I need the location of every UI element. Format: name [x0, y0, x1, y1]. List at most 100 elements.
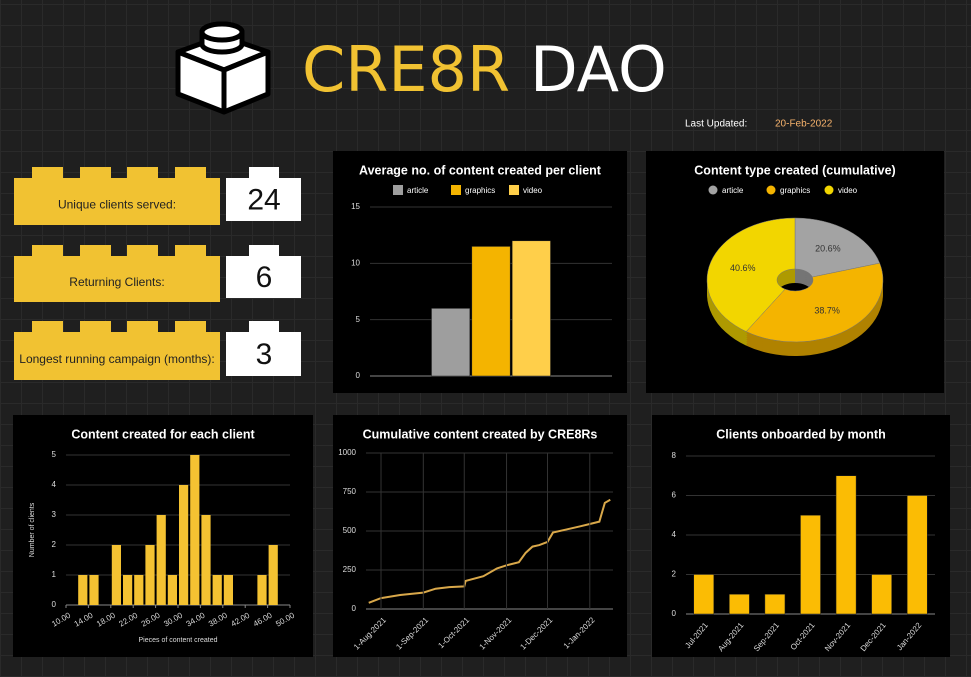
histogram-bar	[257, 575, 267, 605]
histogram-bar	[123, 575, 133, 605]
legend-swatch	[708, 185, 718, 195]
y-tick-label: 2	[52, 540, 57, 549]
y-tick-label: 8	[672, 451, 677, 460]
histogram-bar	[167, 575, 177, 605]
pie-slice	[794, 217, 881, 278]
brick-stud	[80, 167, 111, 179]
histogram-bar	[145, 545, 155, 605]
brick-stud	[32, 245, 63, 257]
y-tick-label: 2	[672, 570, 677, 579]
brick-stud	[175, 321, 206, 333]
legend-swatch	[451, 185, 461, 195]
title-part2: DAO	[530, 33, 667, 106]
y-tick-label: 0	[52, 600, 57, 609]
chart-title: Content type created (cumulative)	[694, 163, 895, 177]
y-tick-label: 500	[343, 526, 357, 535]
bar	[800, 515, 821, 615]
legend-swatch	[766, 185, 776, 195]
y-tick-label: 250	[343, 565, 357, 574]
bar	[906, 495, 928, 615]
value-box	[226, 178, 301, 221]
updated-date: 20-Feb-2022	[775, 119, 833, 130]
histogram-bar	[223, 575, 233, 605]
stat-value: 3	[256, 338, 273, 371]
legend-label: video	[838, 186, 858, 195]
legend-label: graphics	[465, 186, 495, 195]
brick	[14, 332, 220, 380]
y-tick-label: 4	[52, 480, 57, 489]
legend-swatch	[509, 185, 519, 195]
chart-title: Average no. of content created per clien…	[359, 163, 602, 177]
line	[368, 498, 611, 604]
legend-label: graphics	[780, 186, 810, 195]
stat-value: 6	[256, 261, 273, 294]
data-label: 20.6%	[815, 244, 841, 254]
y-tick-label: 0	[672, 609, 677, 618]
stat-label: Unique clients served:	[58, 198, 176, 212]
histogram-bar	[201, 515, 211, 605]
brick-stud	[127, 321, 158, 333]
histogram-bar	[190, 455, 200, 605]
stat-label: Longest running campaign (months):	[19, 352, 214, 366]
bar	[511, 240, 551, 377]
brick	[14, 256, 220, 302]
chart-title: Clients onboarded by month	[716, 427, 885, 441]
brick-stud	[80, 321, 111, 333]
stat-label: Returning Clients:	[69, 275, 164, 289]
legend-swatch	[824, 185, 834, 195]
updated-label: Last Updated:	[685, 119, 747, 130]
value-stud	[249, 245, 279, 257]
bar	[835, 475, 857, 615]
legend-label: article	[407, 186, 429, 195]
data-label: 38.7%	[814, 305, 840, 315]
y-tick-label: 5	[52, 450, 57, 459]
bar	[431, 308, 471, 377]
bar	[693, 574, 715, 615]
pie-slice	[745, 262, 884, 343]
logo	[175, 21, 271, 115]
y-tick-label: 1	[52, 570, 57, 579]
brick-stud	[80, 245, 111, 257]
data-label: 40.6%	[730, 263, 756, 273]
y-tick-label: 6	[672, 491, 677, 500]
chart-panel	[333, 415, 627, 657]
histogram-bar	[212, 575, 222, 605]
value-box	[226, 256, 301, 298]
brick-stud	[175, 167, 206, 179]
legend-swatch	[393, 185, 403, 195]
y-tick-label: 4	[672, 530, 677, 539]
y-tick-label: 0	[352, 604, 357, 613]
value-stud	[249, 167, 279, 179]
bar	[764, 594, 786, 615]
histogram-bar	[179, 485, 189, 605]
histogram-bar	[78, 575, 88, 605]
brick-stud	[127, 245, 158, 257]
brick	[14, 178, 220, 225]
y-tick-label: 750	[343, 487, 357, 496]
brick-stud	[175, 245, 206, 257]
title-part1: CRE8R	[302, 33, 510, 106]
y-tick-label: 5	[356, 315, 361, 324]
y-tick-label: 10	[351, 258, 360, 267]
y-tick-label: 1000	[338, 448, 356, 457]
stat-value: 24	[247, 183, 280, 216]
y-axis-label: Number of clients	[29, 502, 36, 557]
value-box	[226, 332, 301, 376]
y-tick-label: 0	[356, 371, 361, 380]
histogram-bar	[156, 515, 166, 605]
legend-label: article	[722, 186, 744, 195]
histogram-bar	[134, 575, 144, 605]
pie-slice	[706, 217, 796, 332]
histogram-bar	[111, 545, 121, 605]
bar	[729, 594, 750, 615]
brick-stud	[32, 167, 63, 179]
legend-label: video	[523, 186, 543, 195]
histogram-bar	[89, 575, 99, 605]
value-stud	[249, 321, 279, 333]
histogram-bar	[268, 545, 278, 605]
brick-stud	[127, 167, 158, 179]
y-tick-label: 15	[351, 202, 360, 211]
y-tick-label: 3	[52, 510, 57, 519]
